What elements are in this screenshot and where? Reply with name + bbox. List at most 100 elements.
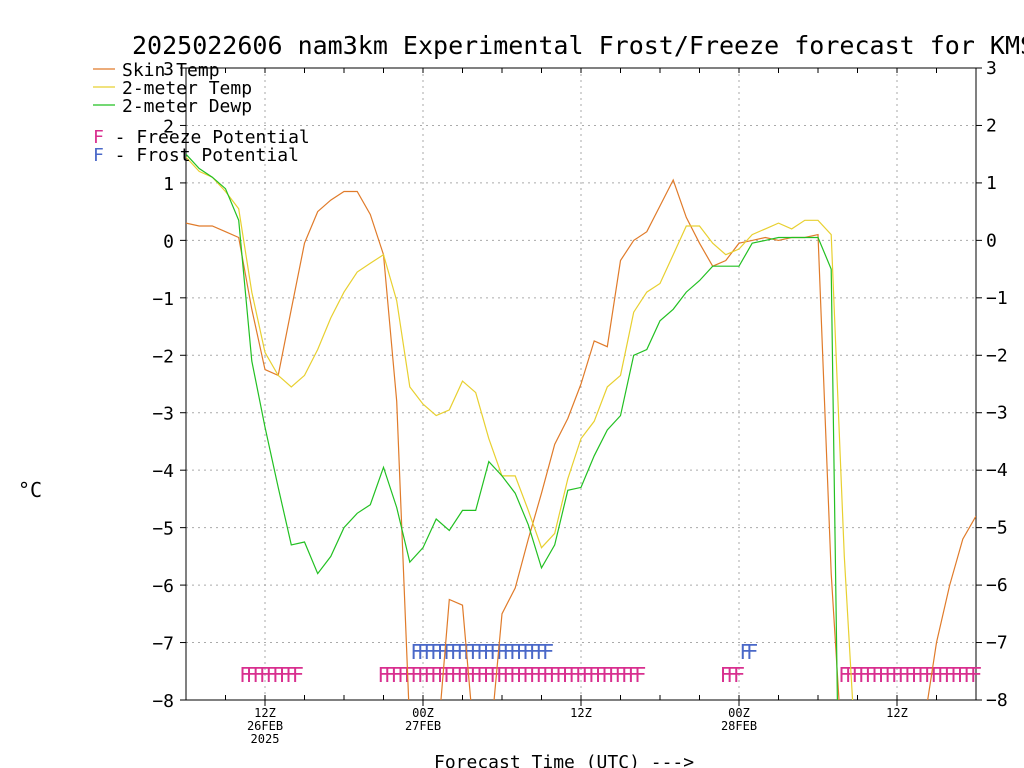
freeze-flag: F bbox=[608, 663, 620, 687]
y-tick-label-right: −5 bbox=[986, 518, 1008, 539]
freeze-flag: F bbox=[397, 663, 409, 687]
x-tick-label: 2025 bbox=[251, 732, 280, 746]
freeze-flag: F bbox=[285, 663, 297, 687]
y-tick-label-left: −7 bbox=[152, 634, 174, 655]
freeze-flag: F bbox=[930, 663, 942, 687]
legend-label: 2-meter Temp bbox=[122, 78, 252, 99]
freeze-flag: F bbox=[733, 663, 745, 687]
y-tick-label-right: −8 bbox=[986, 690, 1008, 711]
series-line-2-meter-temp bbox=[186, 156, 854, 700]
freeze-flag: F bbox=[470, 663, 482, 687]
freeze-flag: F bbox=[252, 663, 264, 687]
legend-label: F - Freeze Potential bbox=[93, 127, 310, 148]
y-tick-label-left: −1 bbox=[152, 289, 174, 310]
series-line-2-meter-dewp bbox=[186, 153, 838, 700]
y-tick-label-left: −2 bbox=[152, 346, 174, 367]
freeze-flag: F bbox=[535, 663, 547, 687]
x-tick-label: 12Z bbox=[570, 706, 592, 720]
frost-flag: F bbox=[535, 640, 547, 664]
freeze-flag: F bbox=[950, 663, 962, 687]
freeze-flag: F bbox=[595, 663, 607, 687]
y-tick-label-right: −1 bbox=[986, 288, 1008, 309]
freeze-flag: F bbox=[582, 663, 594, 687]
freeze-flag: F bbox=[970, 663, 982, 687]
y-tick-label-left: 0 bbox=[163, 231, 174, 252]
frost-flag: F bbox=[746, 640, 758, 664]
frost-flag: F bbox=[503, 640, 515, 664]
freeze-flag: F bbox=[891, 663, 903, 687]
freeze-flag: F bbox=[838, 663, 850, 687]
series-line-skin-temp bbox=[186, 178, 976, 700]
y-tick-label-right: 1 bbox=[986, 173, 997, 194]
y-tick-label-right: −4 bbox=[986, 460, 1008, 481]
freeze-flag: F bbox=[384, 663, 396, 687]
legend-label: Skin Temp bbox=[122, 60, 220, 81]
y-axis-label: °C bbox=[18, 478, 42, 502]
freeze-flag: F bbox=[904, 663, 916, 687]
legend-flag-letter: F bbox=[93, 127, 104, 148]
freeze-flag: F bbox=[489, 663, 501, 687]
freeze-flag: F bbox=[476, 663, 488, 687]
freeze-flag: F bbox=[503, 663, 515, 687]
legend-label: 2-meter Dewp bbox=[122, 96, 252, 117]
frost-flag: F bbox=[410, 640, 422, 664]
legend-flag-letter: F bbox=[93, 145, 104, 166]
freeze-flag: F bbox=[555, 663, 567, 687]
freeze-flag: F bbox=[726, 663, 738, 687]
frost-flag: F bbox=[542, 640, 554, 664]
freeze-flag: F bbox=[516, 663, 528, 687]
freeze-flag: F bbox=[430, 663, 442, 687]
x-tick-label: 27FEB bbox=[405, 719, 441, 733]
freeze-flag: F bbox=[391, 663, 403, 687]
frost-flag: F bbox=[450, 640, 462, 664]
freeze-flag: F bbox=[410, 663, 422, 687]
freeze-flag: F bbox=[266, 663, 278, 687]
x-tick-label: 12Z bbox=[886, 706, 908, 720]
frost-flag: F bbox=[476, 640, 488, 664]
freeze-flag: F bbox=[878, 663, 890, 687]
freeze-flag: F bbox=[917, 663, 929, 687]
frost-flag: F bbox=[509, 640, 521, 664]
freeze-flag: F bbox=[522, 663, 534, 687]
freeze-flag: F bbox=[246, 663, 258, 687]
freeze-flag: F bbox=[239, 663, 251, 687]
frost-flag: F bbox=[516, 640, 528, 664]
freeze-flag: F bbox=[884, 663, 896, 687]
freeze-flag: F bbox=[259, 663, 271, 687]
freeze-flag: F bbox=[424, 663, 436, 687]
freeze-flag: F bbox=[911, 663, 923, 687]
freeze-flag: F bbox=[858, 663, 870, 687]
y-tick-label-left: −4 bbox=[152, 461, 174, 482]
freeze-flag: F bbox=[292, 663, 304, 687]
x-tick-label: 26FEB bbox=[247, 719, 283, 733]
x-tick-label: 12Z bbox=[254, 706, 276, 720]
freeze-flag: F bbox=[614, 663, 626, 687]
y-tick-label-left: 2 bbox=[163, 116, 174, 137]
frost-flag: F bbox=[424, 640, 436, 664]
freeze-flag: F bbox=[456, 663, 468, 687]
freeze-flag: F bbox=[417, 663, 429, 687]
frost-flag: F bbox=[529, 640, 541, 664]
legend-label: F - Frost Potential bbox=[93, 145, 299, 166]
freeze-flag: F bbox=[944, 663, 956, 687]
freeze-flag: F bbox=[377, 663, 389, 687]
freeze-flag: F bbox=[937, 663, 949, 687]
y-tick-label-left: −3 bbox=[152, 404, 174, 425]
freeze-flag: F bbox=[851, 663, 863, 687]
y-tick-label-right: −6 bbox=[986, 575, 1008, 596]
y-tick-label-right: −3 bbox=[986, 403, 1008, 424]
freeze-flag: F bbox=[634, 663, 646, 687]
y-tick-label-right: 2 bbox=[986, 115, 997, 136]
x-axis-label: Forecast Time (UTC) ---> bbox=[434, 752, 694, 768]
y-tick-label-left: −8 bbox=[152, 691, 174, 712]
chart-title: 2025022606 nam3km Experimental Frost/Fre… bbox=[132, 31, 1024, 60]
y-tick-label-left: 3 bbox=[163, 59, 174, 80]
y-tick-label-right: −2 bbox=[986, 345, 1008, 366]
axes: 3 3 2 2 1 1 0 0 −1 −1 −2 −2 −3 −3 −4 −4 −5 −5 −6 −6 −7 −7 −8 −8… bbox=[152, 58, 1007, 746]
freeze-flag: F bbox=[549, 663, 561, 687]
frost-flag: F bbox=[740, 640, 752, 664]
freeze-flag: F bbox=[496, 663, 508, 687]
freeze-flag: F bbox=[443, 663, 455, 687]
